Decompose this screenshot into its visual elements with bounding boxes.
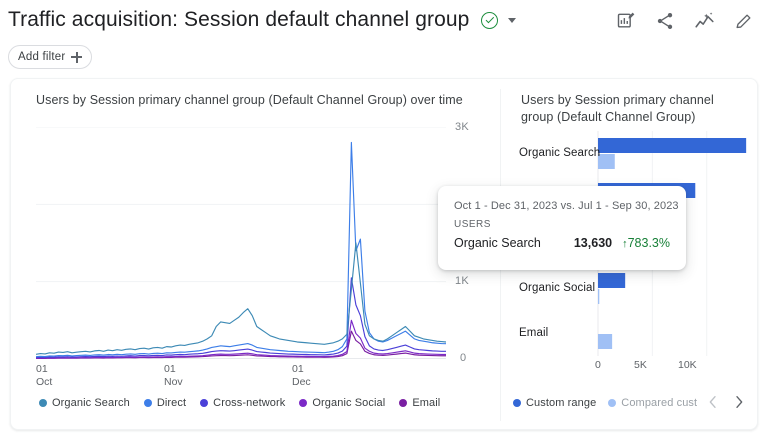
add-filter-label: Add filter	[18, 51, 66, 63]
chevron-left-icon[interactable]	[705, 394, 721, 410]
bar-category-label-email: Email	[519, 326, 549, 339]
legend-dot-icon	[299, 399, 308, 407]
share-icon[interactable]	[654, 10, 676, 32]
x-tick-nov-month: Nov	[164, 376, 183, 388]
legend-dot-icon	[200, 399, 209, 407]
legend-dot-icon	[39, 399, 47, 407]
legend-dot-icon	[143, 399, 152, 407]
bar-chart-pagination	[705, 394, 747, 410]
legend-item-email[interactable]: Email	[399, 397, 440, 409]
tooltip-row-name: Organic Search	[454, 236, 541, 250]
tooltip-row-delta: ↑783.3%	[622, 236, 670, 250]
line-series-direct	[36, 142, 446, 356]
y-tick-0: 0	[460, 352, 467, 364]
legend-dot-icon	[399, 399, 408, 407]
legend-label: Custom range	[526, 397, 597, 409]
bar-chart-title: Users by Session primary channel group (…	[521, 93, 714, 124]
check-circle-icon	[481, 11, 499, 29]
legend-dot-icon	[608, 399, 617, 407]
legend-label: Organic Social	[312, 397, 386, 409]
bar-compared-email[interactable]	[598, 334, 613, 349]
legend-item-organic-social[interactable]: Organic Social	[299, 397, 385, 409]
bar-legend-item-compared-cust[interactable]: Compared cust	[608, 397, 697, 409]
bar-chart-legend: Custom range Compared cust	[513, 397, 697, 409]
legend-item-organic-search[interactable]: Organic Search	[39, 397, 130, 409]
chart-tooltip: Oct 1 - Dec 31, 2023 vs. Jul 1 - Sep 30,…	[438, 186, 686, 270]
line-chart-plot[interactable]	[36, 127, 446, 359]
tooltip-delta-value: 783.3%	[627, 236, 670, 250]
legend-item-cross-network[interactable]: Cross-network	[200, 397, 285, 409]
x-tick-oct-month: Oct	[36, 376, 53, 388]
analytics-intelligence-icon[interactable]	[693, 10, 715, 32]
bar-tick-10k: 10K	[678, 359, 697, 371]
line-series-organic-search	[36, 243, 446, 354]
y-tick-3k: 3K	[455, 121, 469, 133]
report-status-pill[interactable]	[477, 7, 523, 33]
y-tick-1k: 1K	[455, 275, 469, 287]
line-chart-panel: Users by Session primary channel group (…	[11, 79, 500, 429]
tooltip-date-range: Oct 1 - Dec 31, 2023 vs. Jul 1 - Sep 30,…	[454, 200, 679, 212]
line-chart-title: Users by Session primary channel group (…	[36, 93, 463, 107]
add-filter-button[interactable]: Add filter	[8, 45, 93, 69]
bar-category-label-organic-social: Organic Social	[519, 281, 596, 294]
edit-pencil-icon[interactable]	[732, 10, 754, 32]
arrow-up-icon: ↑	[622, 238, 628, 250]
bar-tick-0: 0	[595, 359, 601, 371]
legend-label: Cross-network	[213, 397, 286, 409]
legend-label: Direct	[156, 397, 187, 409]
title-row: Traffic acquisition: Session default cha…	[8, 6, 523, 34]
x-tick-nov-day: 01	[164, 363, 176, 375]
x-tick-dec-day: 01	[292, 363, 304, 375]
legend-item-direct[interactable]: Direct	[143, 397, 187, 409]
line-chart-legend: Organic Search Direct Cross-network Organic…	[39, 397, 440, 409]
plus-icon	[71, 51, 83, 63]
chevron-right-icon[interactable]	[731, 394, 747, 410]
caret-down-icon[interactable]	[508, 17, 517, 23]
x-tick-dec-month: Dec	[292, 376, 311, 388]
legend-label: Organic Search	[52, 397, 130, 409]
bar-primary-organic-search[interactable]	[598, 138, 747, 153]
line-series-organic-social	[36, 320, 446, 358]
bar-chart-x-axis: 0 5K 10K	[501, 359, 757, 379]
x-tick-oct-day: 01	[36, 363, 48, 375]
legend-label: Email	[412, 397, 441, 409]
bar-compared-organic-social[interactable]	[598, 289, 600, 304]
bar-compared-organic-search[interactable]	[598, 154, 615, 169]
legend-label: Compared cust	[621, 397, 698, 409]
tooltip-row: Organic Search 13,630 ↑783.3%	[454, 236, 670, 250]
report-header: Traffic acquisition: Session default cha…	[0, 0, 768, 78]
bar-tick-5k: 5K	[634, 359, 647, 371]
bar-legend-item-custom-range[interactable]: Custom range	[513, 397, 596, 409]
bar-category-label-organic-search: Organic Search	[519, 146, 601, 159]
line-series-cross-network	[36, 278, 446, 358]
legend-dot-icon	[513, 399, 521, 407]
tooltip-row-value: 13,630	[573, 236, 613, 250]
tooltip-metric-label: USERS	[454, 219, 491, 230]
line-chart-x-axis: 01 Oct 01 Nov 01 Dec	[36, 363, 466, 399]
bar-primary-organic-social[interactable]	[598, 273, 626, 288]
header-actions	[615, 10, 754, 32]
page-title: Traffic acquisition: Session default cha…	[8, 8, 470, 31]
insights-chart-icon[interactable]	[615, 10, 637, 32]
